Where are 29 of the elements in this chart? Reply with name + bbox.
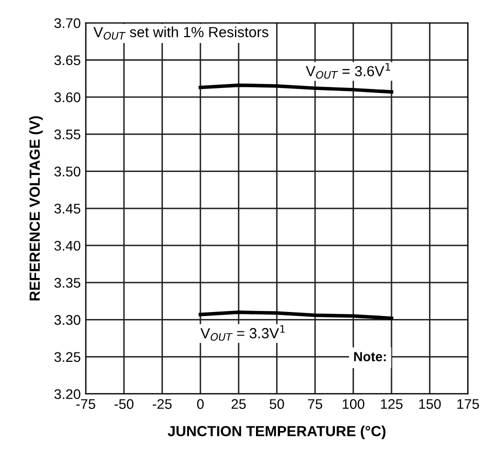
y-tick-label: 3.35 — [54, 278, 80, 288]
x-tick-label: 0 — [197, 399, 204, 409]
y-tick-label: 3.25 — [54, 352, 80, 362]
x-tick-label: -75 — [76, 399, 96, 409]
y-tick-label: 3.60 — [54, 92, 80, 102]
x-tick-label: 175 — [457, 399, 479, 409]
x-axis-title: JUNCTION TEMPERATURE (°C) — [168, 426, 386, 440]
x-tick-label: -50 — [114, 399, 134, 409]
series-label: V$_{OUT}$ = 3.6V$^{1}$ — [306, 63, 390, 79]
series-label: V$_{OUT}$ = 3.3V$^{1}$ — [200, 325, 285, 341]
x-tick-label: 75 — [308, 399, 322, 409]
x-tick-label: -25 — [152, 399, 172, 409]
x-tick-label: 100 — [342, 399, 364, 409]
y-tick-label: 3.65 — [54, 55, 80, 66]
line-series — [198, 83, 394, 94]
x-tick-label: 50 — [270, 399, 284, 409]
annotation: V$_{OUT}$ set with 1% Resistors — [93, 26, 268, 40]
annotation: Note: — [354, 352, 386, 362]
y-tick-label: 3.50 — [54, 166, 80, 176]
x-tick-label: 150 — [419, 399, 441, 409]
y-tick-label: 3.70 — [54, 18, 80, 28]
y-tick-label: 3.40 — [54, 240, 80, 251]
y-tick-label: 3.55 — [54, 130, 80, 140]
x-tick-label: 125 — [380, 399, 403, 409]
y-tick-label: 3.20 — [54, 389, 80, 400]
x-tick-label: 25 — [232, 399, 246, 409]
y-tick-label: 3.30 — [54, 315, 80, 325]
y-tick-label: 3.45 — [54, 204, 80, 214]
y-axis-title: REFERENCE VOLTAGE (V) — [29, 116, 43, 300]
